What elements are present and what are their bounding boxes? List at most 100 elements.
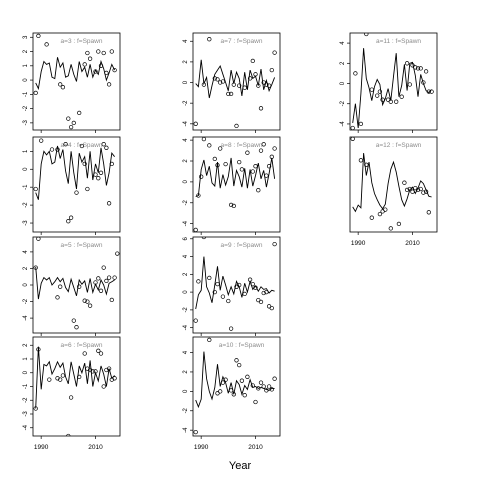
panel-frame [192,336,281,437]
data-point [258,148,264,153]
data-point [407,82,412,87]
x-tick-label: 2010 [88,444,103,451]
y-tick-label: 4 [183,350,189,354]
data-point [79,143,85,149]
y-tick-label: 0 [23,78,29,82]
data-point [404,187,410,193]
data-point [77,284,82,289]
y-tick-label: 4 [340,41,346,45]
data-point [66,116,71,121]
data-point [58,82,63,87]
data-point [96,348,101,353]
panel-5: a=7 : f=Spawn -4 -2 0 2 4 [183,32,281,133]
y-tick-label: -4 [183,427,189,433]
x-tick-label: 2010 [248,444,263,451]
data-point [426,89,431,94]
data-point [247,277,253,282]
y-tick-label: -2 [183,199,189,205]
data-point [101,265,106,270]
data-point [93,69,98,74]
panel-data [193,237,277,331]
y-tick-label: -1 [23,184,29,190]
data-point [226,91,231,97]
figure-xlabel: Year [229,460,252,472]
data-point [423,189,429,194]
panel-1: a=3 : f=Spawn -3 -2 -1 0 1 2 3 [23,32,121,133]
data-point [96,176,101,181]
data-point [369,87,374,92]
y-tick-label: 4 [183,138,189,142]
panel-frame [32,32,121,131]
y-tick-label: -2 [183,100,189,106]
data-point [87,56,93,61]
x-tick-label: 1990 [194,444,209,451]
data-point [82,298,87,303]
panel-title: a=6 : f=Spawn [61,342,103,349]
data-point [60,85,66,90]
data-point [106,275,112,280]
data-point [96,49,101,54]
y-tick-label: 0 [183,290,189,294]
y-tick-label: 2 [23,266,29,270]
data-point [193,318,198,323]
data-point [93,369,98,374]
y-tick-label: -4 [183,120,189,126]
y-tick-label: -2 [183,307,189,313]
data-point [231,392,236,397]
data-point [247,76,253,81]
data-point [215,163,220,168]
data-point [207,37,212,42]
y-tick-label: 1 [23,149,29,153]
panel-grid: a=3 : f=Spawn -3 -2 -1 0 1 2 3 a=4 : f=Spawn -3 -2… [23,32,438,451]
data-point [266,384,272,389]
data-point [350,137,355,141]
panel-title: a=11 : f=Spawn [376,38,421,45]
panel-frame [349,136,438,233]
data-point [82,62,87,67]
data-point [264,388,269,393]
panel-frame [192,236,281,334]
data-point [101,384,106,389]
data-point [264,289,269,295]
data-point [256,83,261,88]
data-point [98,63,104,68]
panel-title: a=7 : f=Spawn [221,38,263,45]
data-point [237,159,242,165]
data-point [74,325,79,330]
data-point [228,388,234,393]
data-point [250,383,255,388]
panel-4: a=6 : f=Spawn -4 -3 -2 -1 0 1 2 1990 2010 [23,336,121,451]
data-point [272,241,277,247]
data-point [364,162,369,167]
data-point [258,299,264,305]
y-tick-label: -4 [340,121,346,127]
data-point [77,110,82,116]
data-point [388,226,393,231]
data-point [269,67,274,73]
data-point [358,158,364,163]
data-point [383,207,388,212]
data-point [33,186,38,192]
data-point [77,374,82,380]
y-tick-label: -3 [23,411,29,417]
data-point [98,351,104,356]
data-point [193,121,198,126]
y-tick-label: 6 [183,236,189,240]
data-point [253,399,258,405]
data-point [272,146,277,151]
data-point [66,219,71,224]
data-point [71,318,76,323]
data-point [199,174,204,179]
data-point [258,106,264,111]
y-tick-label: -2 [340,100,346,106]
data-point [377,89,383,94]
y-tick-label: 4 [183,254,189,258]
data-point [245,374,250,379]
y-tick-label: 4 [183,39,189,43]
data-point [220,79,226,84]
panel-title: a=4 : f=Spawn [61,142,103,149]
y-tick-label: 2 [183,370,189,374]
data-point [264,82,269,87]
data-point [109,49,114,54]
data-point [36,347,41,352]
